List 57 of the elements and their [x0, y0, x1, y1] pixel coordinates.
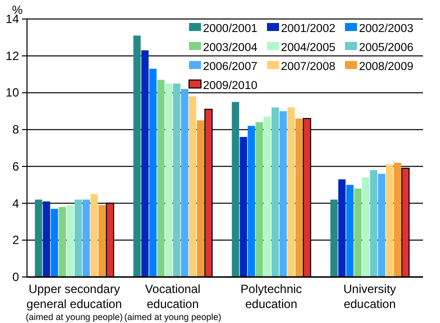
legend-label: 2002/2003: [359, 23, 414, 35]
bar: [82, 200, 90, 277]
bar: [394, 162, 402, 277]
bar: [256, 122, 263, 277]
bar: [50, 208, 58, 277]
bar: [338, 179, 346, 277]
bar: [74, 200, 82, 277]
bar: [42, 201, 50, 277]
bar: [370, 170, 378, 277]
legend-label: 2009/2010: [203, 80, 258, 92]
bar: [295, 118, 303, 277]
bar: [141, 50, 149, 277]
bar: [378, 174, 386, 277]
bar: [386, 164, 394, 277]
bar: [58, 206, 66, 277]
bar: [157, 80, 164, 277]
legend-label: 2004/2005: [281, 42, 336, 54]
bar: [287, 107, 295, 277]
bar: [346, 184, 354, 277]
y-tick-label: 6: [12, 159, 20, 174]
bar: [280, 111, 287, 277]
bar: [173, 84, 180, 277]
bar: [90, 194, 98, 277]
legend-label: 2005/2006: [359, 42, 414, 54]
x-tick-label: Polytechnic education: [240, 282, 302, 311]
x-tick-label: Vocational education (aimed at young people): [124, 282, 222, 322]
y-tick-label: 8: [12, 122, 20, 137]
bar: [272, 107, 279, 277]
bar: [34, 200, 42, 277]
bar: [232, 102, 240, 277]
bar: [362, 177, 370, 277]
bar: [133, 36, 141, 277]
x-tick-label: Upper secondary general education (aimed at young people): [26, 282, 123, 322]
bar: [149, 68, 157, 277]
bar: [354, 188, 362, 277]
legend-label: 2007/2008: [281, 61, 336, 73]
bar: [196, 120, 204, 277]
legend-label: 2008/2009: [359, 61, 414, 73]
bar: [188, 96, 196, 277]
bar: [165, 84, 172, 277]
x-tick-label: University education: [343, 282, 396, 311]
bar: [248, 126, 256, 277]
legend-label: 2003/2004: [203, 42, 258, 54]
y-tick-label: 2: [12, 233, 20, 248]
y-tick-label: 0: [12, 270, 20, 284]
bar: [264, 116, 271, 277]
y-tick-label: 12: [6, 48, 20, 63]
bar: [240, 136, 248, 277]
bar: [98, 205, 106, 277]
legend-label: 2001/2002: [281, 23, 336, 35]
legend-label: 2000/2001: [203, 23, 258, 35]
y-tick-label: 10: [6, 86, 20, 100]
legend-label: 2006/2007: [203, 61, 258, 73]
bar: [181, 89, 188, 277]
bar: [66, 205, 74, 277]
bar: [330, 200, 338, 277]
y-tick-label: 4: [12, 196, 20, 210]
